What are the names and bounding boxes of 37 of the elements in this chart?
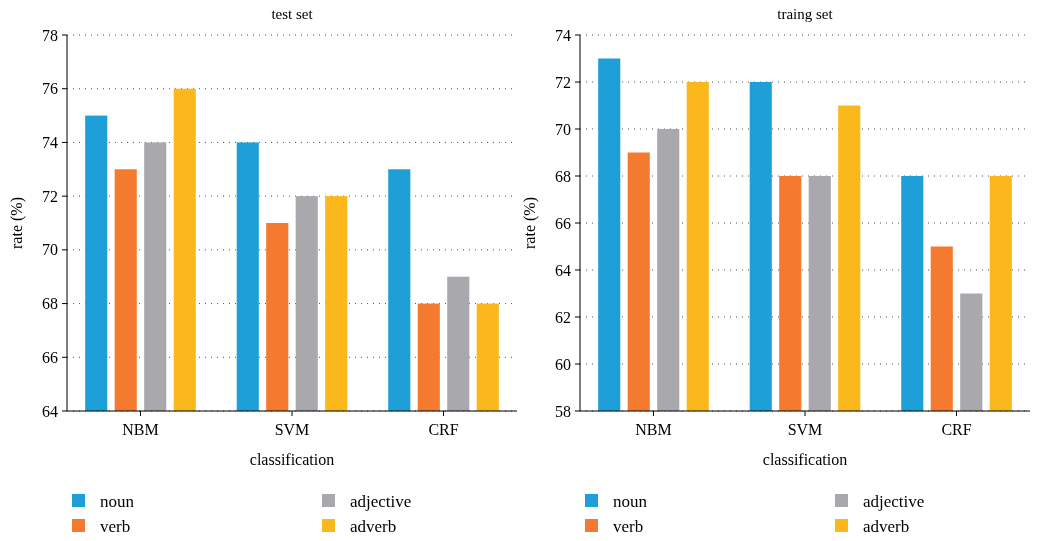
legend-label: adjective (350, 491, 412, 511)
x-tick-label: NBM (122, 421, 159, 438)
y-tick-label: 72 (555, 73, 571, 91)
legend-label: noun (100, 491, 135, 511)
legend-label: noun (613, 491, 648, 511)
x-axis-title: classification (249, 451, 335, 468)
x-tick-label: SVM (787, 421, 823, 438)
x-axis-title: classification (762, 451, 848, 468)
y-tick-label: 78 (42, 26, 58, 44)
x-tick-label: CRF (428, 421, 459, 438)
x-tick-label: NBM (635, 421, 672, 438)
y-tick-label: 68 (555, 167, 571, 185)
y-tick-label: 74 (42, 134, 58, 152)
y-tick-label: 64 (555, 261, 571, 279)
y-tick-label: 66 (555, 214, 571, 232)
chart-title: test set (271, 6, 314, 22)
y-tick-label: 74 (555, 26, 571, 44)
legend-label: adverb (863, 516, 910, 536)
y-tick-label: 76 (42, 80, 58, 98)
y-axis-title: rate (%) (8, 197, 26, 249)
y-tick-label: 58 (555, 402, 571, 420)
y-tick-label: 64 (42, 402, 58, 420)
legend-label: adjective (863, 491, 925, 511)
y-tick-label: 70 (555, 120, 571, 138)
legend-label: adverb (350, 516, 397, 536)
y-tick-label: 62 (555, 308, 571, 326)
y-axis-title: rate (%) (521, 197, 539, 249)
legend-label: verb (100, 516, 131, 536)
y-tick-label: 72 (42, 187, 58, 205)
y-tick-label: 60 (555, 355, 571, 373)
legend-label: verb (613, 516, 644, 536)
chart-title: traing set (777, 6, 834, 22)
x-tick-label: SVM (274, 421, 310, 438)
y-tick-label: 70 (42, 241, 58, 259)
y-tick-label: 68 (42, 295, 58, 313)
x-tick-label: CRF (941, 421, 972, 438)
y-tick-label: 66 (42, 348, 58, 366)
